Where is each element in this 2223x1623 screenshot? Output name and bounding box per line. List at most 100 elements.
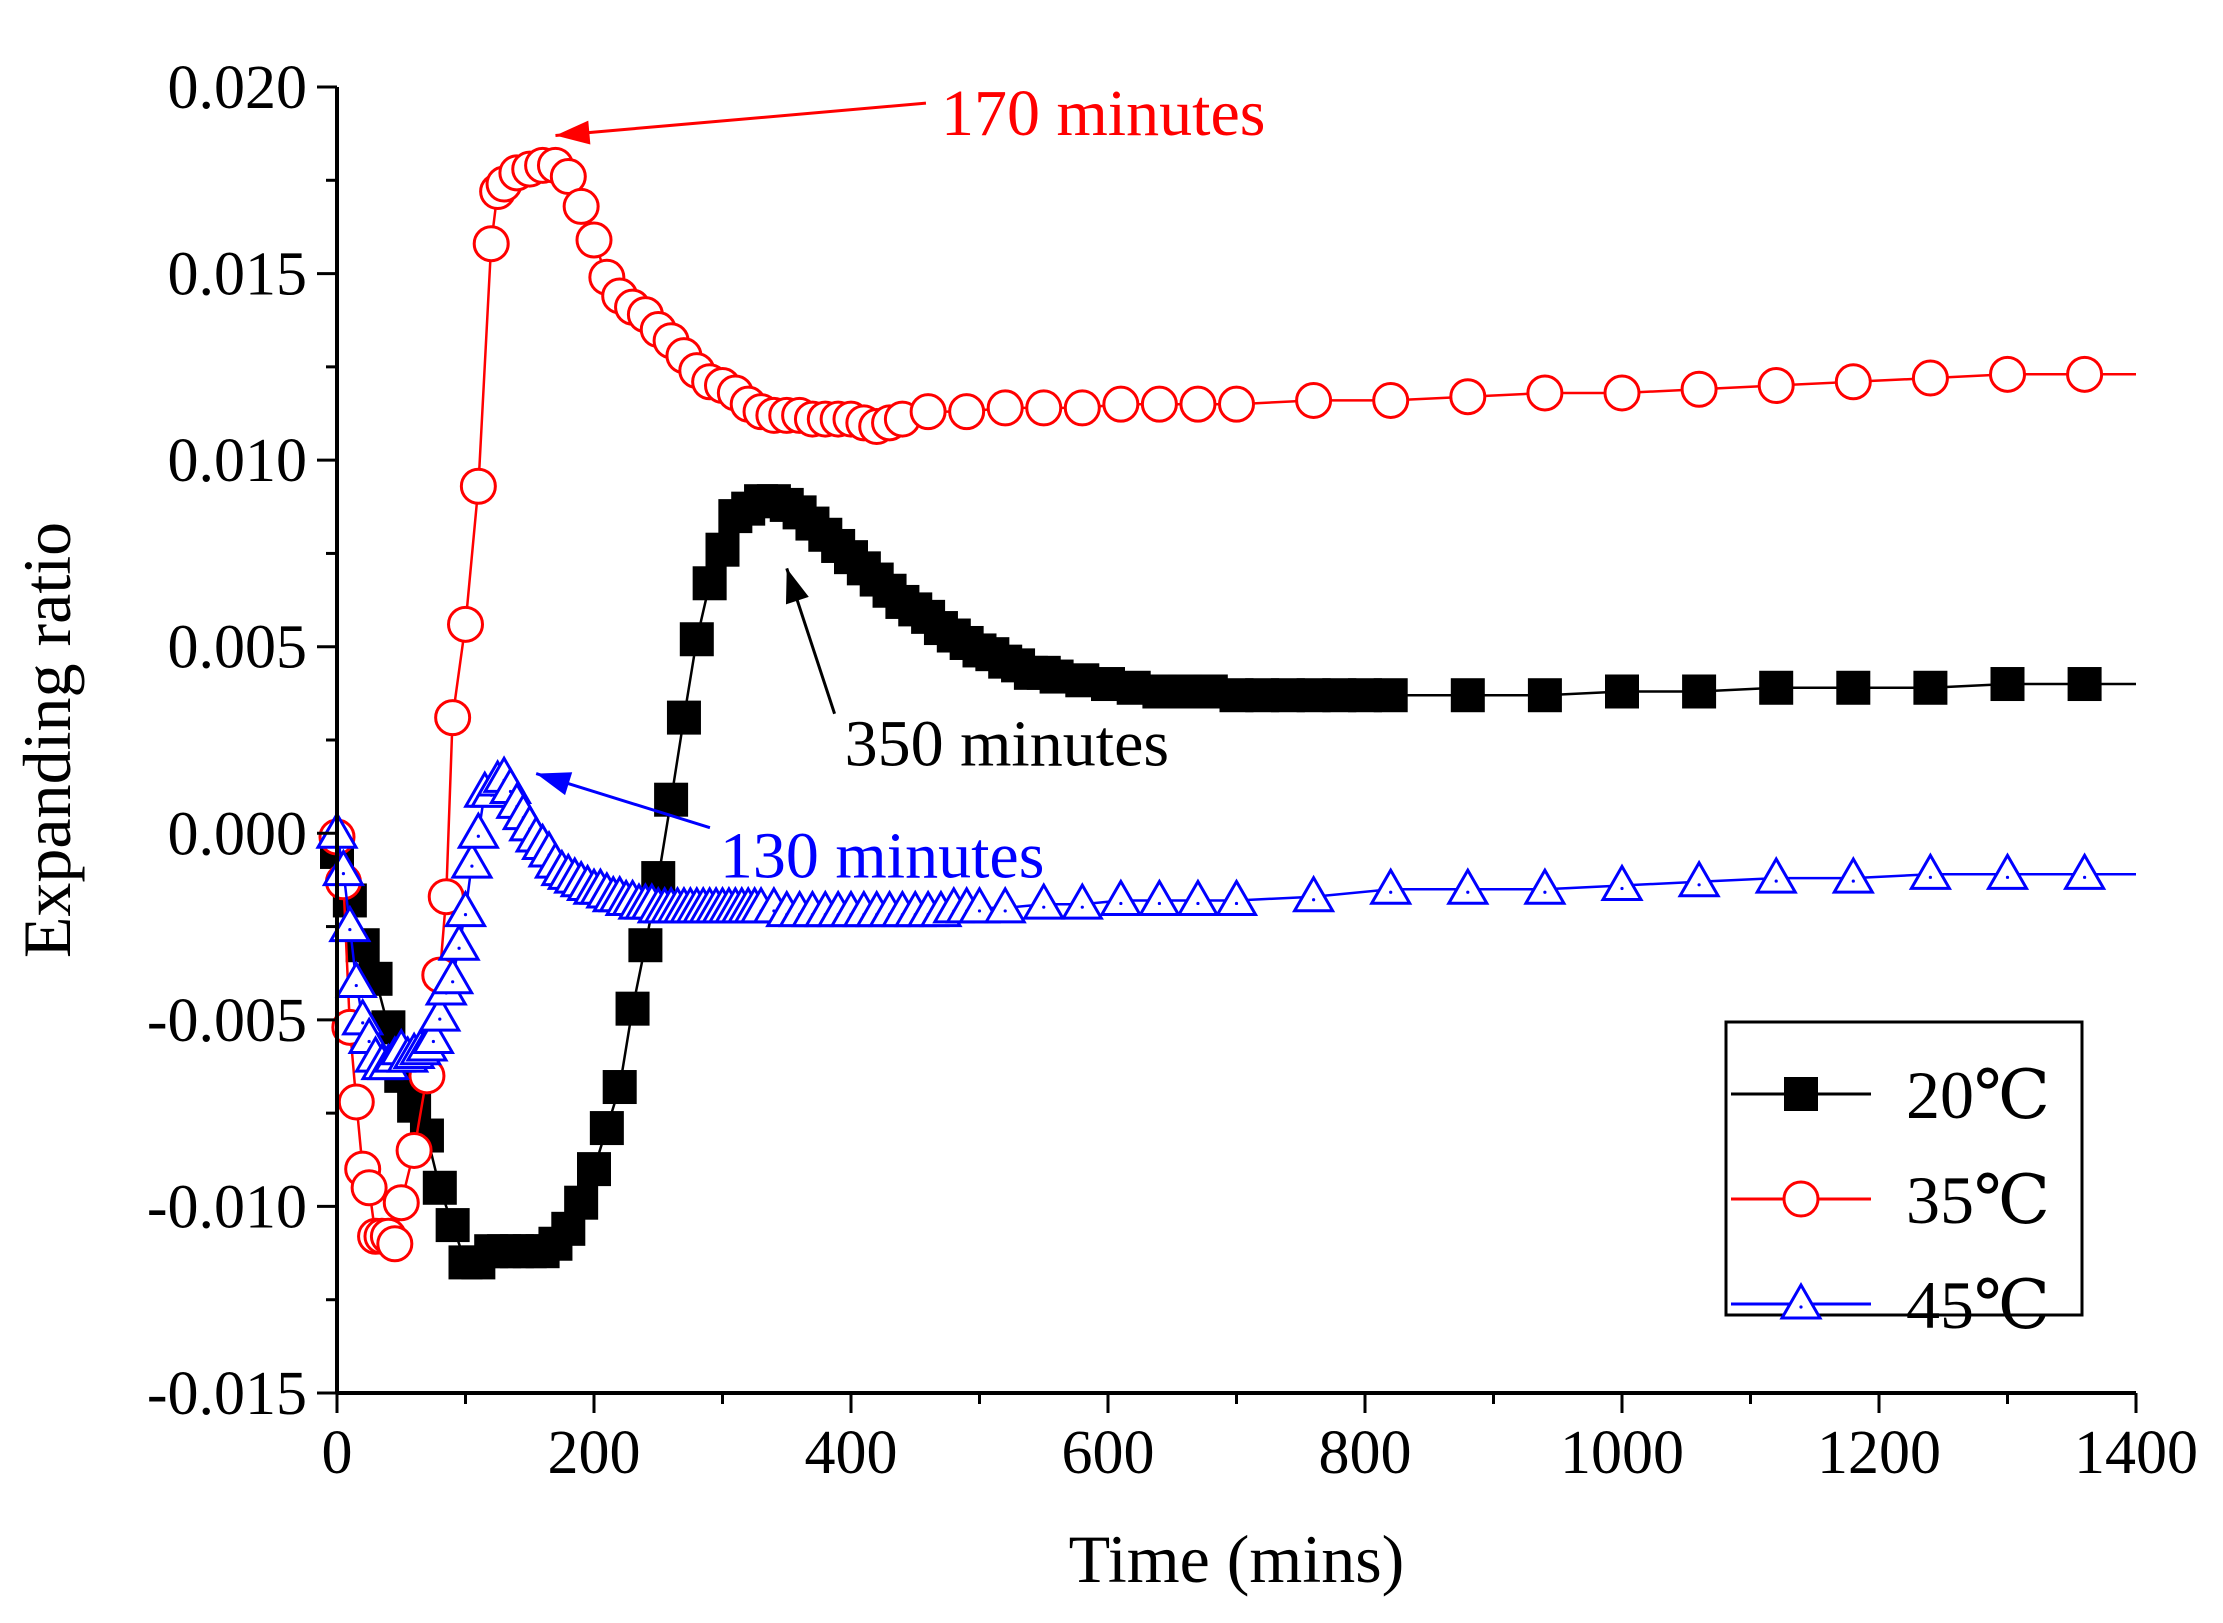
data-point <box>1369 867 1413 905</box>
triangle-marker-dot <box>1620 886 1624 891</box>
triangle-marker-dot <box>457 946 461 950</box>
data-point <box>1759 670 1794 705</box>
data-point <box>437 923 481 961</box>
legend-box <box>1724 1020 2084 1317</box>
y-tick-label: 0.015 <box>168 241 308 309</box>
legend-marker <box>1782 1180 1820 1218</box>
triangle-marker-shape <box>1831 856 1875 894</box>
triangle-marker-dot <box>977 909 982 913</box>
annotation-text: 350 minutes <box>845 708 1169 781</box>
data-point <box>2067 667 2102 702</box>
triangle-marker-shape <box>328 904 372 943</box>
annotation-1: 170 minutes <box>555 77 1265 150</box>
triangle-marker-shape <box>443 889 488 928</box>
annotation-arrowhead <box>555 120 591 145</box>
data-point <box>1218 385 1255 423</box>
x-tick-label: 1200 <box>1817 1419 1941 1487</box>
triangle-marker-shape <box>1292 874 1336 913</box>
data-point <box>1060 882 1104 920</box>
annotation-3: 130 minutes <box>535 772 1044 893</box>
x-axis-title: Time (mins) <box>1069 1521 1405 1597</box>
legend-marker <box>1779 1281 1823 1320</box>
triangle-marker-dot <box>1312 898 1316 902</box>
legend: 20℃ 35℃ 45℃ <box>1724 1020 2084 1343</box>
triangle-marker-shape <box>1446 867 1490 905</box>
data-point <box>666 700 701 735</box>
triangle-marker-dot <box>463 913 468 917</box>
data-point <box>1295 381 1333 419</box>
triangle-marker-shape <box>431 956 475 995</box>
legend-marker <box>1784 1077 1818 1111</box>
triangle-marker-shape <box>2063 852 2107 890</box>
data-point <box>1022 882 1066 920</box>
data-point <box>1526 374 1564 412</box>
data-point <box>1985 852 2030 890</box>
triangle-marker-shape <box>957 885 1002 924</box>
data-point <box>1605 674 1639 709</box>
triangle-marker-shape <box>1369 867 1413 905</box>
triangle-marker-shape <box>1754 856 1798 894</box>
triangle-marker-dot <box>2083 875 2087 879</box>
triangle-marker-dot <box>1234 901 1239 906</box>
annotation-arrowhead <box>785 568 809 605</box>
triangle-marker-shape <box>1060 882 1104 920</box>
data-point <box>1449 378 1487 416</box>
triangle-marker-dot <box>1389 890 1393 894</box>
x-tick-label: 600 <box>1062 1419 1155 1487</box>
triangle-marker-dot <box>451 980 455 984</box>
triangle-marker-dot <box>1080 905 1084 909</box>
legend-label: 35℃ <box>1906 1162 2050 1238</box>
triangle-marker-shape <box>1099 878 1143 916</box>
data-point <box>447 605 484 643</box>
triangle-marker-shape <box>1214 878 1259 916</box>
data-point <box>602 1070 637 1105</box>
annotation-2: 350 minutes <box>785 567 1169 781</box>
data-point <box>382 1184 420 1222</box>
y-tick-label: 0.000 <box>168 800 308 868</box>
triangle-marker-dot <box>1196 901 1200 906</box>
data-point <box>456 811 500 849</box>
data-point <box>986 389 1024 427</box>
data-point <box>1373 678 1408 713</box>
data-point <box>679 622 714 657</box>
data-point <box>1603 374 1641 412</box>
data-point <box>472 225 510 263</box>
triangle-marker-shape <box>1985 852 2030 890</box>
triangle-marker-shape <box>1908 852 1952 890</box>
triangle-marker-shape <box>456 811 500 849</box>
triangle-marker-shape <box>1176 878 1220 916</box>
data-point <box>575 221 613 259</box>
x-tick-label: 0 <box>322 1419 353 1487</box>
data-point <box>376 1225 414 1263</box>
data-point <box>411 1016 455 1055</box>
data-point <box>1450 678 1485 713</box>
data-point <box>957 885 1002 924</box>
legend-label: 45℃ <box>1906 1267 2050 1343</box>
legend-entry-2: 35℃ <box>1731 1162 2050 1238</box>
data-point <box>1831 856 1875 894</box>
data-point <box>1680 370 1718 408</box>
data-point <box>2066 355 2104 393</box>
x-tick-label: 400 <box>805 1419 898 1487</box>
data-point <box>1527 678 1562 713</box>
triangle-marker-dot <box>1003 909 1007 913</box>
data-point <box>909 393 947 431</box>
data-point <box>1099 878 1143 916</box>
annotation-arrow-line <box>555 101 927 138</box>
data-point <box>1677 859 1721 898</box>
data-point <box>1682 674 1717 709</box>
data-point <box>1137 878 1181 916</box>
legend-entry-3: 45℃ <box>1731 1267 2050 1343</box>
data-point <box>450 841 494 879</box>
triangle-marker-shape <box>1779 1281 1823 1320</box>
y-tick-label: 0.020 <box>168 54 308 122</box>
data-point <box>1523 867 1567 905</box>
data-point <box>1908 852 1952 890</box>
data-point <box>1834 363 1872 401</box>
data-point <box>948 393 986 431</box>
data-point <box>628 928 663 963</box>
triangle-marker-dot <box>354 983 358 988</box>
data-point <box>1176 878 1220 916</box>
triangle-marker-shape <box>450 841 494 879</box>
